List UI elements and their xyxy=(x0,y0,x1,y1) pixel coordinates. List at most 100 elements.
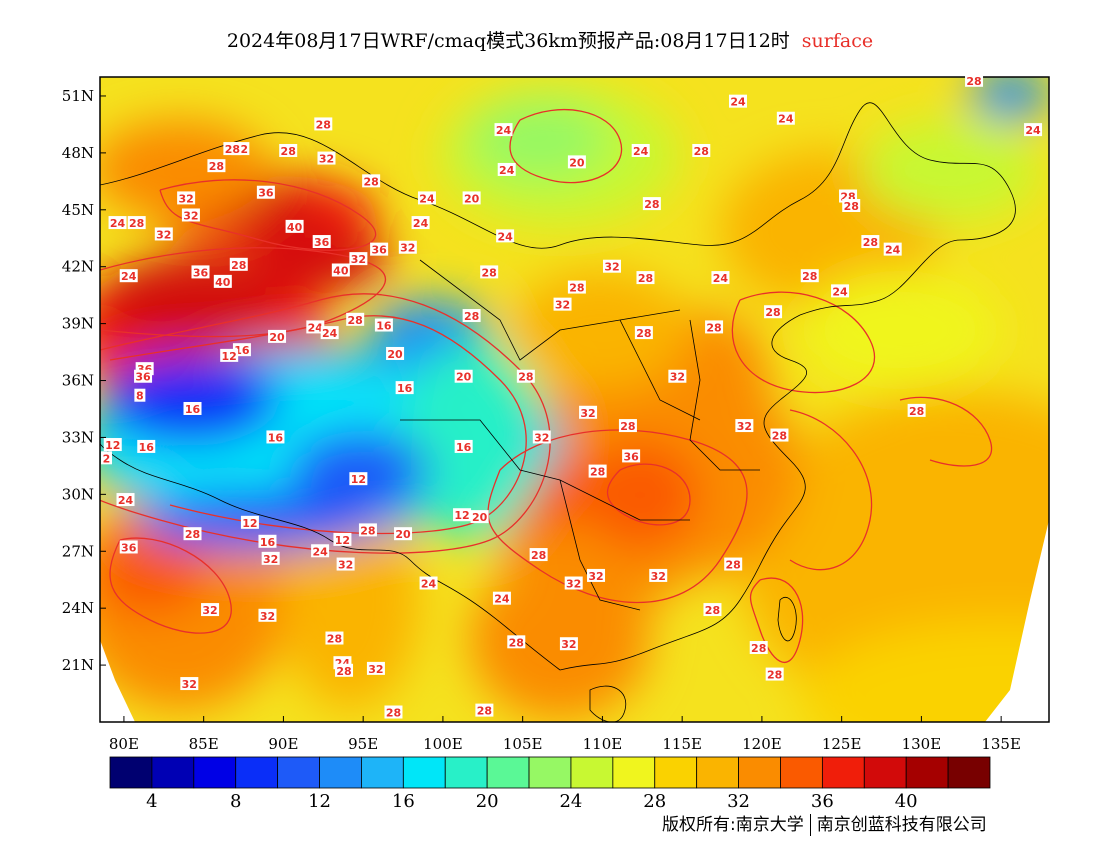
colorbar-swatch xyxy=(863,756,907,789)
lon-tick-label: 80E xyxy=(109,735,139,753)
contour-label-bg xyxy=(268,329,287,343)
contour-label-bg xyxy=(320,326,339,340)
colorbar-swatch xyxy=(319,756,362,789)
contour-label: 20 xyxy=(472,511,488,524)
colorbar-swatch xyxy=(696,756,739,789)
contour-label-bg xyxy=(181,208,200,222)
contour-label: 24 xyxy=(308,321,324,334)
contour-label-bg xyxy=(831,284,850,298)
contour-label-bg xyxy=(749,641,768,655)
contour-label-bg xyxy=(223,142,242,156)
copyright-left: 版权所有:南京大学 xyxy=(662,815,804,835)
lon-tick-label: 125E xyxy=(822,735,862,753)
contour-label: 28 xyxy=(518,371,533,384)
contour-label-bg xyxy=(728,94,747,108)
contour-label: 8 xyxy=(136,390,144,403)
contour-label-bg xyxy=(191,265,210,279)
contour-label: 28 xyxy=(802,270,817,283)
contour-label: 28 xyxy=(569,282,584,295)
contour-label-bg xyxy=(103,438,122,452)
contour-label-bg xyxy=(494,123,513,137)
colorbar-swatch xyxy=(402,756,446,789)
contour-label: 24 xyxy=(121,270,137,283)
contour-label: 24 xyxy=(1025,124,1041,137)
contour-label-bg xyxy=(579,405,598,419)
colorbar-swatch xyxy=(486,756,530,789)
contour-label: 24 xyxy=(633,145,649,158)
layer-label: surface xyxy=(801,30,874,52)
contour-label: 36 xyxy=(121,541,137,554)
contour-lines xyxy=(100,108,993,663)
contour-label: 32 xyxy=(183,209,198,222)
contour-label: 24 xyxy=(499,164,515,177)
contour-label-bg xyxy=(417,191,436,205)
contour-label: 32 xyxy=(534,431,549,444)
contour-label: 20 xyxy=(269,331,285,344)
contour-label-bg xyxy=(636,271,655,285)
contour-label: 28 xyxy=(706,321,721,334)
boundaries xyxy=(100,102,1016,722)
lon-tick-label: 120E xyxy=(742,735,782,753)
contour-label: 36 xyxy=(314,236,330,249)
contour-label: 28 xyxy=(185,528,200,541)
colorbar-swatch xyxy=(151,756,195,789)
contour-label-bg xyxy=(492,591,511,605)
lat-tick-label: 48N xyxy=(62,144,94,162)
colorbar-tick-label: 32 xyxy=(727,791,750,812)
contour-label-bg xyxy=(842,199,861,212)
contour-label-bg xyxy=(317,151,336,165)
copyright-separator xyxy=(809,814,811,836)
contour-label: 32 xyxy=(580,407,595,420)
contour-label-bg xyxy=(207,159,226,173)
contour-label-bg xyxy=(649,568,668,582)
colorbar-tick-label: 24 xyxy=(559,791,582,812)
contour-label-bg xyxy=(395,381,414,395)
contour-label: 20 xyxy=(387,348,403,361)
lat-tick-label: 36N xyxy=(62,372,94,390)
contour-label-bg xyxy=(703,603,722,617)
lon-tick-label: 115E xyxy=(662,735,702,753)
contour-label-bg xyxy=(137,439,156,453)
lat-tick-label: 51N xyxy=(62,87,94,105)
contour-label-bg xyxy=(335,663,354,677)
contour-label: 2 xyxy=(103,452,111,465)
contour-label: 28 xyxy=(909,405,924,418)
contour-label: 24 xyxy=(497,230,513,243)
contour-label: 28 xyxy=(636,327,651,340)
colorbar-tick-label: 40 xyxy=(895,791,918,812)
contour-label: 16 xyxy=(397,382,413,395)
contour-label: 32 xyxy=(670,371,685,384)
contour-label: 32 xyxy=(319,153,334,166)
contour-label-bg xyxy=(735,419,754,433)
contour-label: 32 xyxy=(561,638,576,651)
colorbar-tick-label: 16 xyxy=(392,791,415,812)
lon-tick-label: 85E xyxy=(189,735,219,753)
contour-label: 24 xyxy=(421,578,437,591)
colorbar-tick-label: 12 xyxy=(308,791,331,812)
contour-label-bg xyxy=(362,174,381,188)
contour-label: 28 xyxy=(129,217,144,230)
contour-label-bg xyxy=(366,661,385,675)
contour-label: 28 xyxy=(482,266,497,279)
contour-label-bg xyxy=(567,280,586,294)
contour-label: 16 xyxy=(376,320,392,333)
contour-label: 28 xyxy=(477,705,492,718)
contour-label-bg xyxy=(398,240,417,254)
contour-label-bg xyxy=(258,608,277,622)
contour-label: 12 xyxy=(242,517,257,530)
lon-tick-label: 90E xyxy=(268,735,298,753)
contour-label: 24 xyxy=(730,96,746,109)
contour-label-bg xyxy=(631,143,650,157)
contour-label-bg xyxy=(258,534,277,548)
contour-label: 28 xyxy=(765,306,780,319)
contour-label-bg xyxy=(497,162,516,176)
contour-label-bg xyxy=(201,603,220,617)
contour-label: 28 xyxy=(348,314,363,327)
lon-axis: 80E 85E 90E 95E 100E 105E 110E 115E 120E 125E 130E… xyxy=(109,716,1021,753)
contour-label-bg xyxy=(634,326,653,340)
contour-label: 28 xyxy=(705,604,720,617)
contour-label-bg xyxy=(883,242,902,256)
contour-label-bg xyxy=(370,242,389,256)
contour-label-bg xyxy=(800,269,819,283)
contour-label: 32 xyxy=(400,242,415,255)
